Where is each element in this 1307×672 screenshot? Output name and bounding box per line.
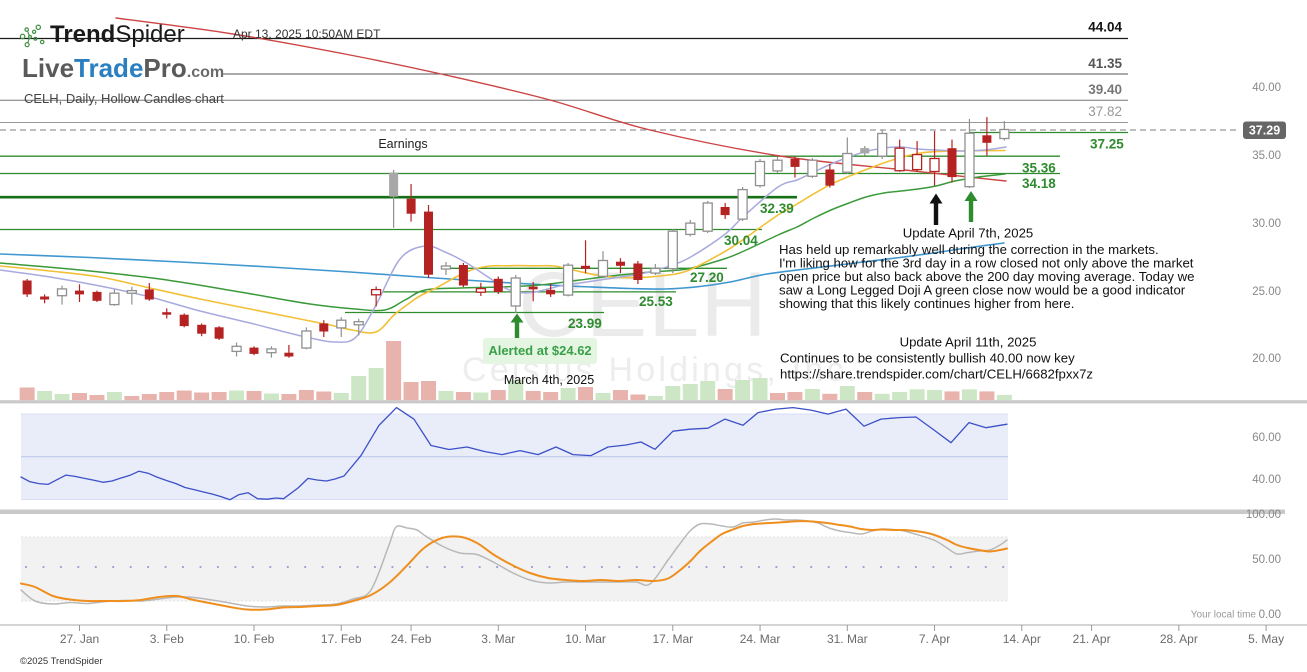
svg-text:39.40: 39.40 [1088,82,1122,97]
svg-text:0.00: 0.00 [1259,609,1281,621]
svg-text:37.29: 37.29 [1249,124,1280,138]
svg-text:17. Feb: 17. Feb [321,632,362,646]
svg-text:60.00: 60.00 [1252,432,1281,444]
svg-text:March 4th, 2025: March 4th, 2025 [504,373,594,387]
svg-text:20.00: 20.00 [1252,353,1281,365]
svg-text:Update April 11th, 2025: Update April 11th, 2025 [900,335,1037,350]
svg-text:34.18: 34.18 [1022,176,1056,191]
svg-text:Apr 13, 2025 10:50AM EDT: Apr 13, 2025 10:50AM EDT [233,27,381,41]
svg-text:41.35: 41.35 [1088,56,1122,71]
svg-text:TrendSpider: TrendSpider [50,21,185,48]
svg-text:CELH, Daily, Hollow Candles ch: CELH, Daily, Hollow Candles chart [24,91,224,106]
svg-text:35.00: 35.00 [1252,150,1281,162]
svg-text:28. Apr: 28. Apr [1160,632,1198,646]
svg-text:100.00: 100.00 [1246,509,1281,521]
svg-text:30.04: 30.04 [724,233,758,248]
svg-text:open price but also back above: open price but also back above the 200 d… [779,269,1194,284]
svg-text:27.20: 27.20 [690,270,724,285]
svg-text:10. Mar: 10. Mar [565,632,606,646]
svg-text:31. Mar: 31. Mar [827,632,868,646]
svg-text:10. Feb: 10. Feb [234,632,275,646]
svg-text:23.99: 23.99 [568,316,602,331]
svg-text:40.00: 40.00 [1252,474,1281,486]
svg-text:Earnings: Earnings [378,137,427,151]
svg-text:24. Mar: 24. Mar [740,632,781,646]
svg-text:saw a Long Legged Doji A green: saw a Long Legged Doji A green close now… [779,283,1186,298]
svg-text:37.25: 37.25 [1090,137,1124,152]
svg-text:17. Mar: 17. Mar [652,632,693,646]
svg-text:30.00: 30.00 [1252,218,1281,230]
svg-text:35.36: 35.36 [1022,161,1056,176]
svg-text:3. Feb: 3. Feb [150,632,184,646]
svg-text:Alerted at $24.62: Alerted at $24.62 [488,343,591,358]
svg-text:showing that this likely conti: showing that this likely continues highe… [779,296,1074,311]
svg-text:Continues to be consistently b: Continues to be consistently bullish 40.… [780,351,1075,366]
svg-text:Has held up remarkably well du: Has held up remarkably well during the c… [779,242,1159,257]
svg-text:Your local time: Your local time [1191,610,1257,621]
svg-text:©2025 TrendSpider: ©2025 TrendSpider [20,656,103,667]
svg-text:32.39: 32.39 [760,201,794,216]
svg-text:Update April 7th, 2025: Update April 7th, 2025 [903,226,1034,241]
svg-text:44.04: 44.04 [1088,20,1122,35]
svg-text:7. Apr: 7. Apr [919,632,950,646]
svg-text:14. Apr: 14. Apr [1003,632,1041,646]
svg-text:50.00: 50.00 [1252,554,1281,566]
svg-text:3. Mar: 3. Mar [481,632,515,646]
svg-text:5. May: 5. May [1248,632,1284,646]
svg-text:37.82: 37.82 [1088,104,1122,119]
svg-text:https://share.trendspider.com/: https://share.trendspider.com/chart/CELH… [780,367,1093,382]
svg-text:24. Feb: 24. Feb [391,632,432,646]
svg-text:21. Apr: 21. Apr [1073,632,1111,646]
svg-text:27. Jan: 27. Jan [60,632,99,646]
svg-text:I'm liking how for the 3rd day: I'm liking how for the 3rd day in a row … [779,255,1194,270]
svg-text:25.53: 25.53 [639,294,673,309]
svg-text:40.00: 40.00 [1252,82,1281,94]
svg-text:25.00: 25.00 [1252,286,1281,298]
